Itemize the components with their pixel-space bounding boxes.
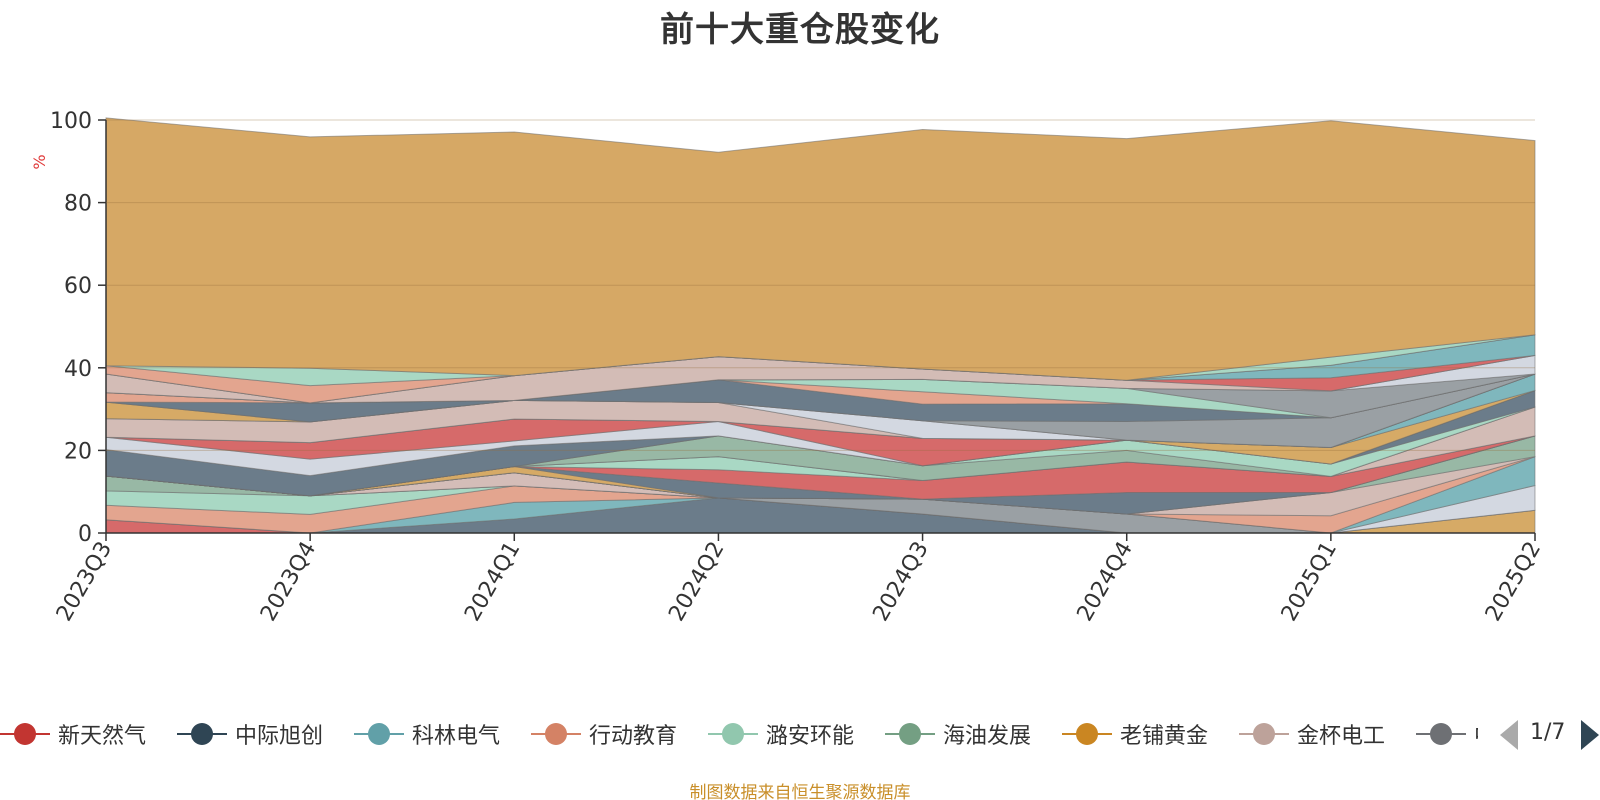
legend-label: 行动教育 (589, 724, 678, 749)
area-series-41 (105, 117, 1536, 381)
legend-label: 科林电气 (412, 724, 501, 749)
y-tick-label: 40 (64, 357, 92, 382)
legend-label: 中际旭创 (235, 724, 324, 749)
legend-item[interactable]: 潞安环能 (708, 714, 854, 754)
y-tick-label: 60 (64, 274, 92, 299)
y-tick-label: 100 (50, 109, 92, 134)
legend-item[interactable]: 科林电气 (354, 714, 500, 754)
legend-items: 新天然气 中际旭创 科林电气 行动教育 潞安环能 海油发展 老铺黄金 金杯电工 中 (0, 714, 1478, 754)
legend-item[interactable]: 中际旭创 (177, 714, 323, 754)
x-tick-label: 2025Q1 (1277, 538, 1342, 626)
x-tick-label: 2023Q3 (52, 538, 117, 626)
legend-label: 中 (1474, 718, 1478, 750)
legend-item[interactable]: 行动教育 (531, 714, 677, 754)
chart-title: 前十大重仓股变化 (660, 10, 940, 50)
legend-marker-icon (531, 714, 581, 754)
pager-next-icon[interactable] (1581, 720, 1599, 750)
legend-item[interactable]: 老铺黄金 (1062, 714, 1208, 754)
y-tick-label: 20 (64, 439, 92, 464)
x-tick-label: 2024Q2 (664, 538, 729, 626)
source-note: 制图数据来自恒生聚源数据库 (689, 783, 911, 800)
area-chart: 0 20 40 60 80 100 2023Q3 2023Q4 2024Q1 2024Q2 2024… (30, 109, 1546, 626)
legend-marker-icon (177, 714, 227, 754)
legend-marker-icon (885, 714, 935, 754)
area-layer (105, 117, 1536, 534)
x-tick-label: 2025Q2 (1481, 538, 1546, 626)
x-tick-label: 2024Q1 (460, 538, 525, 626)
legend-marker-icon (708, 714, 758, 754)
legend-item[interactable]: 新天然气 (0, 714, 146, 754)
y-tick-label: 0 (78, 522, 92, 547)
legend-pager: 1/7 (1500, 714, 1600, 754)
legend-marker-icon (1239, 714, 1289, 754)
legend-item[interactable]: 海油发展 (885, 714, 1031, 754)
legend-label: 金杯电工 (1297, 724, 1386, 749)
legend-marker-icon (1416, 714, 1466, 754)
y-axis-unit-label: % (30, 154, 49, 169)
pager-page-indicator: 1/7 (1530, 720, 1566, 745)
pager-prev-icon[interactable] (1500, 720, 1518, 750)
legend-label: 潞安环能 (766, 724, 855, 749)
x-tick-label: 2024Q3 (868, 538, 933, 626)
grid-layer (106, 119, 1535, 451)
legend-item[interactable]: 金杯电工 (1239, 714, 1385, 754)
legend-marker-icon (354, 714, 404, 754)
legend-label: 老铺黄金 (1120, 724, 1209, 749)
legend-label: 海油发展 (943, 724, 1032, 749)
x-tick-label: 2023Q4 (256, 538, 321, 626)
x-tick-label: 2024Q4 (1073, 538, 1138, 626)
legend-marker-icon (0, 714, 50, 754)
y-tick-label: 80 (64, 192, 92, 217)
legend-item[interactable]: 中 (1416, 714, 1478, 754)
legend-label: 新天然气 (58, 724, 147, 749)
legend-marker-icon (1062, 714, 1112, 754)
legend: 新天然气 中际旭创 科林电气 行动教育 潞安环能 海油发展 老铺黄金 金杯电工 中 1/7 (0, 714, 1600, 754)
